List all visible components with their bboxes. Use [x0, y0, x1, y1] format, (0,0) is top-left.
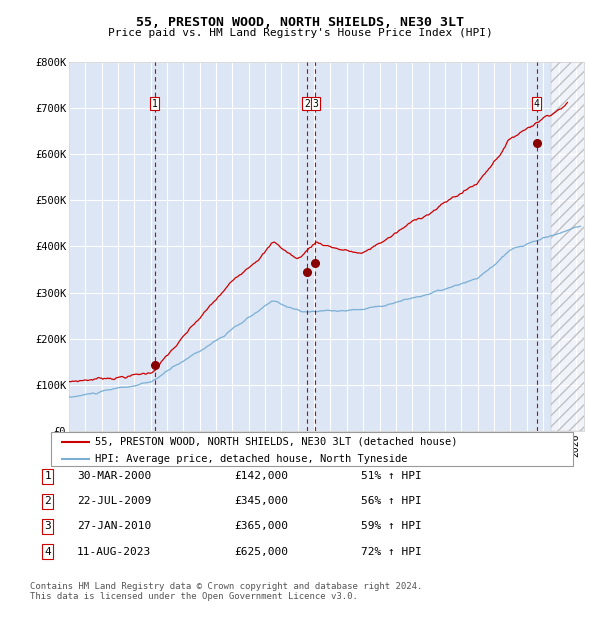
Text: £365,000: £365,000: [234, 521, 288, 531]
Text: 1: 1: [44, 471, 51, 481]
Text: Contains HM Land Registry data © Crown copyright and database right 2024.
This d: Contains HM Land Registry data © Crown c…: [30, 582, 422, 601]
Text: 55, PRESTON WOOD, NORTH SHIELDS, NE30 3LT (detached house): 55, PRESTON WOOD, NORTH SHIELDS, NE30 3L…: [95, 436, 458, 446]
Text: 11-AUG-2023: 11-AUG-2023: [77, 547, 151, 557]
Text: 56% ↑ HPI: 56% ↑ HPI: [361, 497, 422, 507]
Text: HPI: Average price, detached house, North Tyneside: HPI: Average price, detached house, Nort…: [95, 454, 408, 464]
Text: 59% ↑ HPI: 59% ↑ HPI: [361, 521, 422, 531]
Text: 3: 3: [313, 99, 318, 108]
Text: 2: 2: [304, 99, 310, 108]
Text: Price paid vs. HM Land Registry's House Price Index (HPI): Price paid vs. HM Land Registry's House …: [107, 28, 493, 38]
Text: 3: 3: [44, 521, 51, 531]
Text: 72% ↑ HPI: 72% ↑ HPI: [361, 547, 422, 557]
Text: 22-JUL-2009: 22-JUL-2009: [77, 497, 151, 507]
Text: 4: 4: [44, 547, 51, 557]
Text: 55, PRESTON WOOD, NORTH SHIELDS, NE30 3LT: 55, PRESTON WOOD, NORTH SHIELDS, NE30 3L…: [136, 16, 464, 29]
Text: 4: 4: [533, 99, 539, 108]
Text: £625,000: £625,000: [234, 547, 288, 557]
Text: 51% ↑ HPI: 51% ↑ HPI: [361, 471, 422, 481]
Text: 30-MAR-2000: 30-MAR-2000: [77, 471, 151, 481]
Text: 2: 2: [44, 497, 51, 507]
Text: 1: 1: [152, 99, 158, 108]
Text: £345,000: £345,000: [234, 497, 288, 507]
Text: £142,000: £142,000: [234, 471, 288, 481]
FancyBboxPatch shape: [51, 432, 573, 466]
Text: 27-JAN-2010: 27-JAN-2010: [77, 521, 151, 531]
